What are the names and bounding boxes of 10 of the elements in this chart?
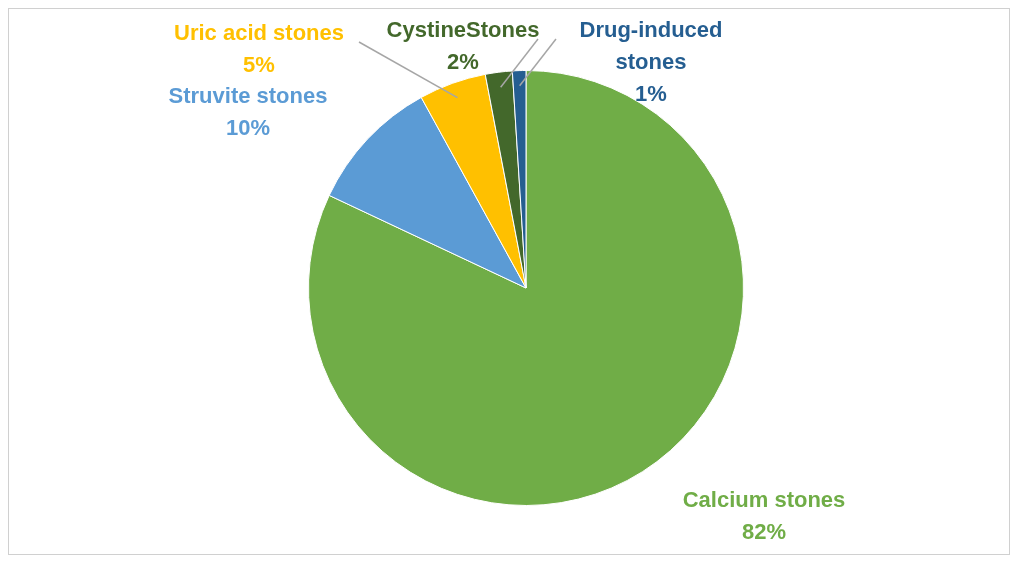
data-label: 5% bbox=[243, 52, 275, 78]
slice-label: Drug-induced stones bbox=[579, 17, 723, 75]
data-label: 2% bbox=[447, 49, 479, 75]
data-label: 82% bbox=[741, 519, 787, 545]
slice-label: Uric acid stones bbox=[174, 20, 344, 46]
data-label: 1% bbox=[635, 81, 667, 107]
slice-label: CystineStones bbox=[386, 17, 540, 43]
slice-label: Calcium stones bbox=[682, 487, 846, 513]
slice-label: Struvite stones bbox=[168, 83, 328, 109]
data-label: 10% bbox=[225, 115, 271, 141]
